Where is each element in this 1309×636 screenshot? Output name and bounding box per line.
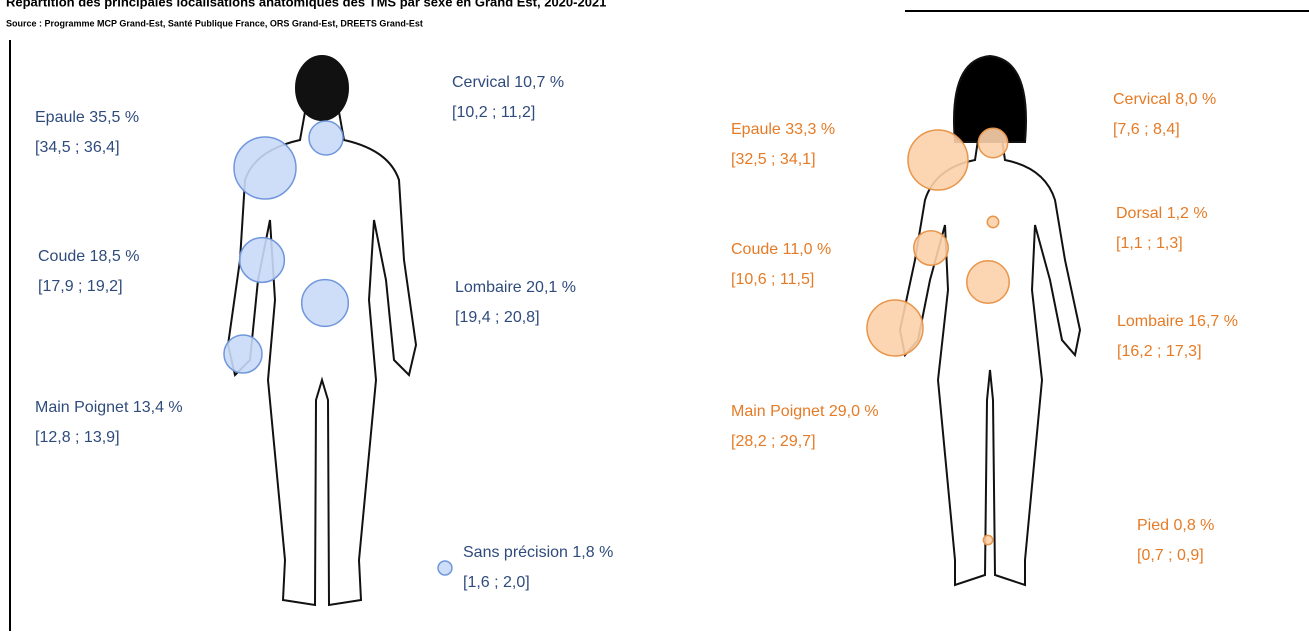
value-label: 11,0 % xyxy=(783,241,832,258)
value-label: 18,5 % xyxy=(90,248,140,265)
location-label: Epaule 33,3 % xyxy=(731,121,835,138)
bubble xyxy=(908,130,968,190)
location-name: Lombaire xyxy=(1117,313,1184,330)
value-label: 33,3 % xyxy=(785,121,835,138)
location-label: Cervical 8,0 % xyxy=(1113,91,1216,108)
location-label: Coude 18,5 % xyxy=(38,248,139,265)
location-name: Cervical xyxy=(1113,91,1171,108)
bubble xyxy=(867,300,923,356)
location-name: Main Poignet xyxy=(731,403,825,420)
value-label: 10,7 % xyxy=(514,74,564,91)
bubble xyxy=(983,535,992,544)
confidence-interval: [1,1 ; 1,3] xyxy=(1116,235,1183,252)
bubble xyxy=(978,128,1007,157)
location-name: Coude xyxy=(38,248,85,265)
value-label: 1,2 % xyxy=(1167,205,1208,222)
bubble xyxy=(967,261,1010,304)
location-label: Epaule 35,5 % xyxy=(35,109,139,126)
title: Répartition des principales localisation… xyxy=(6,0,606,9)
confidence-interval: [34,5 ; 36,4] xyxy=(35,139,120,156)
bubble xyxy=(438,561,452,575)
location-label: Main Poignet 29,0 % xyxy=(731,403,879,420)
confidence-interval: [28,2 ; 29,7] xyxy=(731,433,816,450)
location-name: Pied xyxy=(1137,517,1169,534)
confidence-interval: [19,4 ; 20,8] xyxy=(455,309,540,326)
source: Source : Programme MCP Grand-Est, Santé … xyxy=(6,18,423,28)
bubble xyxy=(914,231,948,265)
location-label: Pied 0,8 % xyxy=(1137,517,1214,534)
location-label: Cervical 10,7 % xyxy=(452,74,564,91)
location-name: Epaule xyxy=(35,109,85,126)
location-name: Dorsal xyxy=(1116,205,1162,222)
location-name: Lombaire xyxy=(455,279,522,296)
value-label: 0,8 % xyxy=(1173,517,1214,534)
bubble xyxy=(309,121,343,155)
location-label: Main Poignet 13,4 % xyxy=(35,399,183,416)
value-label: 1,8 % xyxy=(572,544,613,561)
bubble xyxy=(987,216,998,227)
bubble xyxy=(234,137,296,199)
confidence-interval: [10,2 ; 11,2] xyxy=(452,104,535,121)
confidence-interval: [0,7 ; 0,9] xyxy=(1137,547,1204,564)
confidence-interval: [7,6 ; 8,4] xyxy=(1113,121,1180,138)
confidence-interval: [12,8 ; 13,9] xyxy=(35,429,120,446)
location-label: Coude 11,0 % xyxy=(731,241,831,258)
confidence-interval: [17,9 ; 19,2] xyxy=(38,278,123,295)
value-label: 13,4 % xyxy=(133,399,183,416)
value-label: 16,7 % xyxy=(1188,313,1238,330)
confidence-interval: [10,6 ; 11,5] xyxy=(731,271,814,288)
location-label: Lombaire 16,7 % xyxy=(1117,313,1238,330)
value-label: 29,0 % xyxy=(829,403,879,420)
value-label: 20,1 % xyxy=(526,279,576,296)
location-label: Dorsal 1,2 % xyxy=(1116,205,1208,222)
confidence-interval: [16,2 ; 17,3] xyxy=(1117,343,1202,360)
page: {"header": {"title": "Répartition des pr… xyxy=(0,0,1309,631)
location-label: Sans précision 1,8 % xyxy=(463,544,613,561)
location-name: Coude xyxy=(731,241,778,258)
confidence-interval: [1,6 ; 2,0] xyxy=(463,574,530,591)
location-name: Cervical xyxy=(452,74,510,91)
infographic: Répartition des principales localisation… xyxy=(0,0,1309,631)
bubble xyxy=(302,280,349,327)
bubble xyxy=(240,238,285,283)
value-label: 8,0 % xyxy=(1175,91,1216,108)
location-name: Main Poignet xyxy=(35,399,129,416)
confidence-interval: [32,5 ; 34,1] xyxy=(731,151,816,168)
location-name: Sans précision xyxy=(463,544,568,561)
bubble xyxy=(224,335,262,373)
location-name: Epaule xyxy=(731,121,781,138)
location-label: Lombaire 20,1 % xyxy=(455,279,576,296)
value-label: 35,5 % xyxy=(89,109,139,126)
